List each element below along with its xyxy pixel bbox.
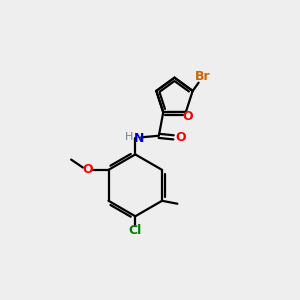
Text: O: O: [82, 164, 93, 176]
Text: O: O: [175, 131, 186, 144]
Text: Br: Br: [195, 70, 211, 83]
Text: N: N: [134, 132, 144, 145]
Text: H: H: [124, 132, 133, 142]
Text: Cl: Cl: [129, 224, 142, 238]
Text: O: O: [182, 110, 193, 123]
